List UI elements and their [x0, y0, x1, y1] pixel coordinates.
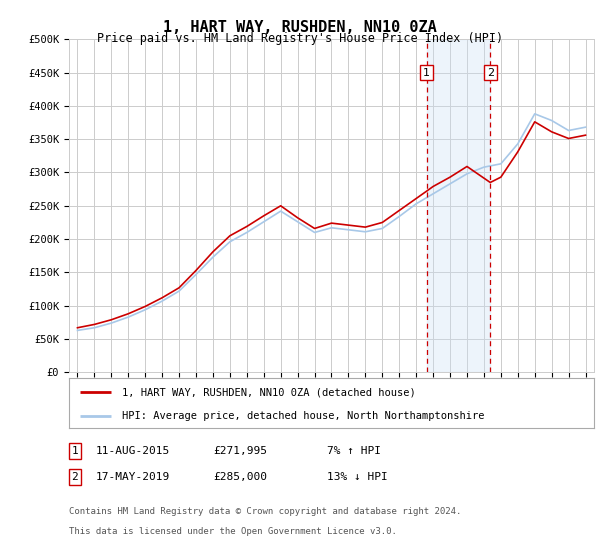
Text: 17-MAY-2019: 17-MAY-2019: [96, 472, 170, 482]
Text: 2: 2: [71, 472, 79, 482]
Text: 13% ↓ HPI: 13% ↓ HPI: [327, 472, 388, 482]
Text: HPI: Average price, detached house, North Northamptonshire: HPI: Average price, detached house, Nort…: [121, 411, 484, 421]
Bar: [427, 39, 490, 372]
Text: This data is licensed under the Open Government Licence v3.0.: This data is licensed under the Open Gov…: [69, 528, 397, 536]
Text: 7% ↑ HPI: 7% ↑ HPI: [327, 446, 381, 456]
Text: £271,995: £271,995: [213, 446, 267, 456]
Text: 1: 1: [423, 68, 430, 77]
Text: 2: 2: [487, 68, 494, 77]
Text: 1: 1: [71, 446, 79, 456]
Text: Price paid vs. HM Land Registry's House Price Index (HPI): Price paid vs. HM Land Registry's House …: [97, 32, 503, 45]
Text: 11-AUG-2015: 11-AUG-2015: [96, 446, 170, 456]
Text: 1, HART WAY, RUSHDEN, NN10 0ZA: 1, HART WAY, RUSHDEN, NN10 0ZA: [163, 20, 437, 35]
Text: £285,000: £285,000: [213, 472, 267, 482]
Text: Contains HM Land Registry data © Crown copyright and database right 2024.: Contains HM Land Registry data © Crown c…: [69, 507, 461, 516]
Text: 1, HART WAY, RUSHDEN, NN10 0ZA (detached house): 1, HART WAY, RUSHDEN, NN10 0ZA (detached…: [121, 387, 415, 397]
